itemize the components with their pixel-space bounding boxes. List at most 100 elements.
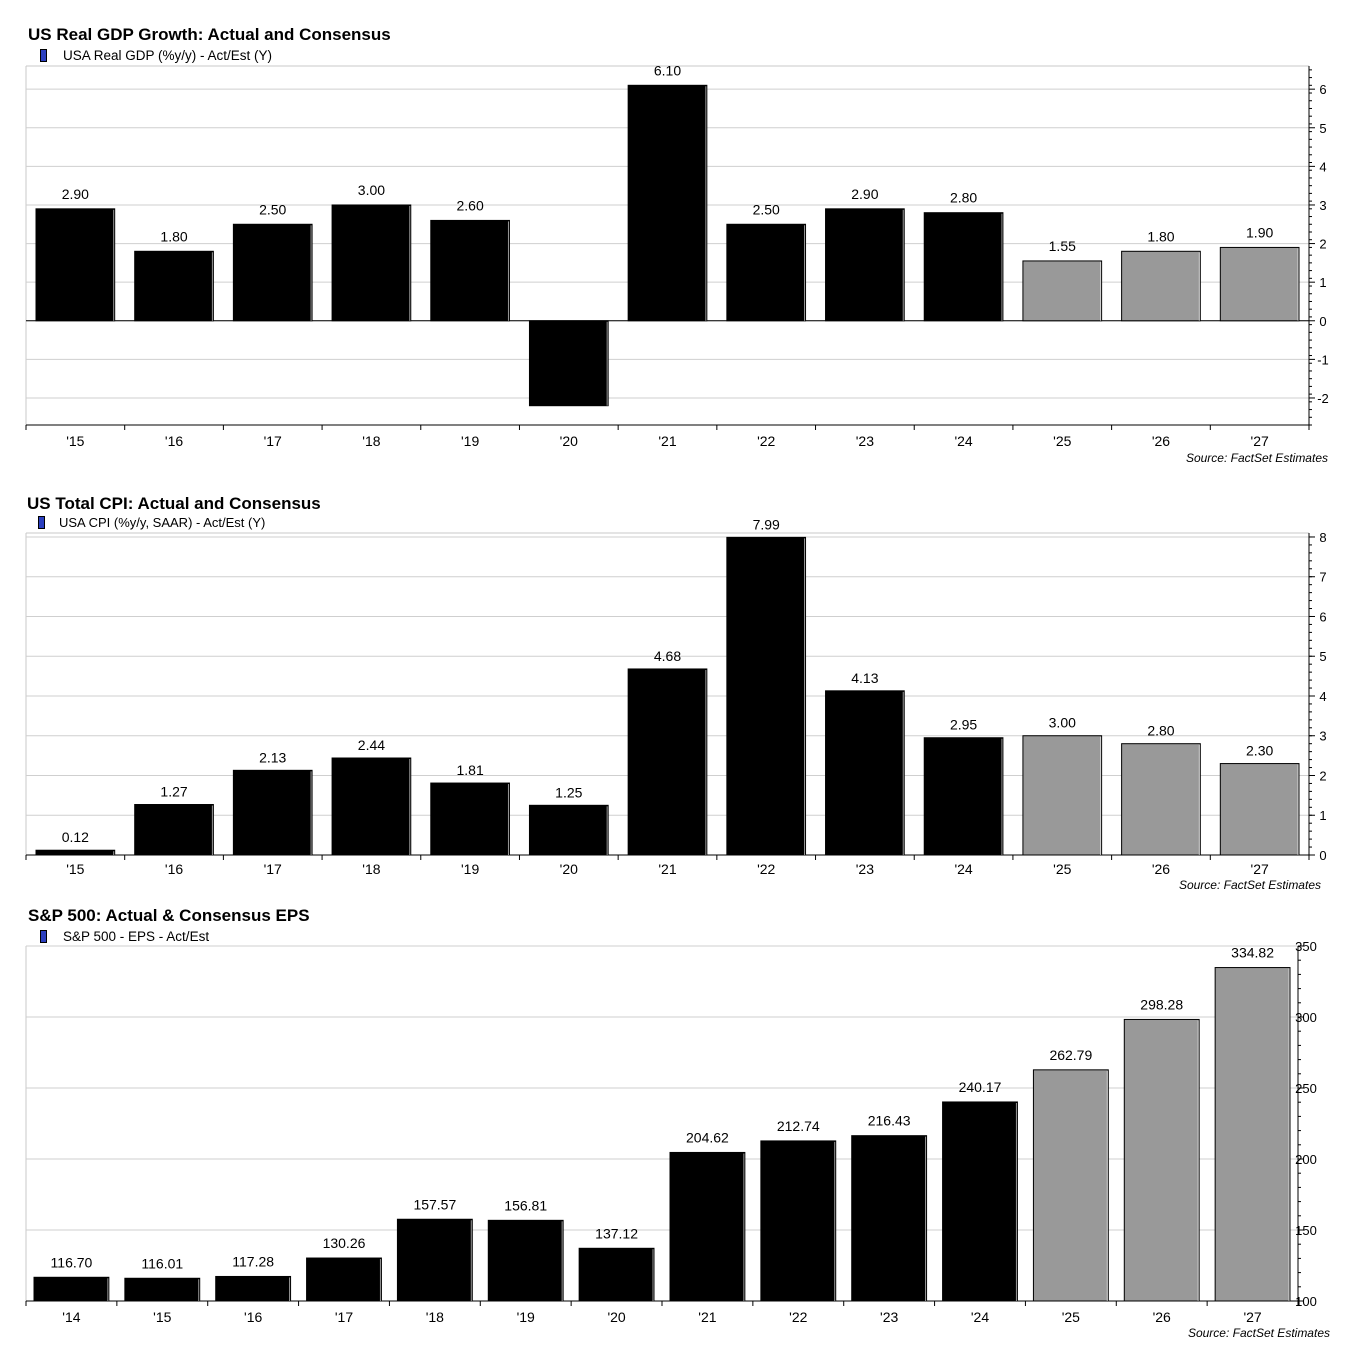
eps-x-tick-label: '23: [880, 1309, 898, 1325]
gdp-x-tick-label: '24: [954, 433, 972, 449]
eps-data-label: 156.81: [504, 1197, 547, 1213]
gdp-x-tick-label: '26: [1152, 433, 1170, 449]
gdp-bar: [923, 212, 1004, 322]
cpi-data-label: 3.00: [1049, 715, 1076, 731]
cpi-data-label: 1.81: [456, 762, 483, 778]
gdp-data-label: 1.80: [1147, 228, 1174, 244]
cpi-x-tick-label: '27: [1251, 861, 1269, 877]
eps-x-tick-label: '26: [1153, 1309, 1171, 1325]
eps-x-tick-label: '25: [1062, 1309, 1080, 1325]
eps-bar: [1032, 1069, 1109, 1302]
cpi-bar: [1219, 763, 1300, 856]
gdp-data-label: 2.60: [456, 197, 483, 213]
gdp-bar: [1219, 246, 1300, 322]
gdp-y-tick-label: 2: [1319, 237, 1326, 252]
cpi-bar: [232, 769, 313, 856]
cpi-bar: [825, 690, 905, 856]
cpi-legend-label: USA CPI (%y/y, SAAR) - Act/Est (Y): [59, 515, 266, 530]
eps-x-tick-label: '19: [517, 1309, 535, 1325]
cpi-data-label: 1.27: [160, 784, 187, 800]
eps-bar: [396, 1218, 473, 1302]
gdp-x-tick-label: '23: [856, 433, 874, 449]
eps-bar: [942, 1101, 1018, 1302]
gdp-data-label: 1.55: [1049, 238, 1076, 254]
gdp-bar: [134, 250, 214, 322]
eps-y-tick-label: 150: [1295, 1223, 1317, 1238]
eps-x-tick-label: '21: [698, 1309, 716, 1325]
eps-bar: [215, 1275, 292, 1302]
eps-x-tick-label: '20: [607, 1309, 625, 1325]
eps-data-label: 157.57: [413, 1196, 456, 1212]
cpi-bar: [331, 757, 412, 856]
cpi-data-label: 4.68: [654, 648, 681, 664]
eps-y-tick-label: 350: [1295, 939, 1317, 954]
eps-y-tick-label: 200: [1295, 1152, 1317, 1167]
gdp-y-tick-label: 1: [1319, 275, 1326, 290]
cpi-data-label: 2.95: [950, 717, 977, 733]
eps-y-tick-label: 250: [1295, 1081, 1317, 1096]
cpi-bar: [1022, 735, 1103, 856]
gdp-chart-title: US Real GDP Growth: Actual and Consensus: [28, 25, 391, 44]
cpi-x-tick-label: '18: [362, 861, 380, 877]
eps-data-label: 116.70: [51, 1254, 93, 1270]
gdp-x-tick-label: '27: [1251, 433, 1269, 449]
eps-legend-label: S&P 500 - EPS - Act/Est: [63, 929, 210, 944]
cpi-x-tick-label: '20: [560, 861, 578, 877]
gdp-x-tick-label: '15: [66, 433, 84, 449]
gdp-bar: [627, 84, 708, 322]
gdp-x-tick-label: '17: [264, 433, 282, 449]
cpi-x-tick-label: '19: [461, 861, 479, 877]
gdp-data-label: 1.90: [1246, 224, 1273, 240]
cpi-x-tick-label: '17: [264, 861, 282, 877]
gdp-source: Source: FactSet Estimates: [1185, 451, 1328, 465]
eps-source: Source: FactSet Estimates: [1187, 1326, 1330, 1340]
gdp-data-label: 2.90: [62, 186, 89, 202]
cpi-source: Source: FactSet Estimates: [1178, 878, 1321, 892]
cpi-x-tick-label: '15: [66, 861, 84, 877]
cpi-y-tick-label: 8: [1319, 530, 1326, 545]
gdp-bar: [528, 320, 609, 407]
eps-legend: S&P 500 - EPS - Act/Est: [40, 929, 209, 944]
cpi-bar: [726, 536, 807, 856]
gdp-x-tick-label: '25: [1053, 433, 1071, 449]
gdp-y-tick-label: 5: [1319, 121, 1326, 136]
cpi-y-tick-label: 0: [1319, 848, 1326, 863]
eps-bar: [487, 1219, 564, 1302]
gdp-data-label: 2.50: [259, 201, 286, 217]
cpi-data-label: 1.25: [555, 784, 582, 800]
gdp-x-tick-label: '22: [757, 433, 775, 449]
gdp-bar: [331, 204, 412, 322]
eps-data-label: 262.79: [1049, 1047, 1092, 1063]
cpi-data-label: 7.99: [753, 516, 780, 532]
eps-x-tick-label: '16: [244, 1309, 262, 1325]
cpi-bar: [528, 804, 609, 856]
gdp-bar: [825, 208, 905, 322]
cpi-data-label: 2.13: [259, 749, 286, 765]
gdp-data-label: 1.80: [160, 228, 187, 244]
eps-data-label: 204.62: [686, 1129, 729, 1145]
gdp-data-label: 2.50: [753, 201, 780, 217]
eps-bar: [578, 1247, 655, 1302]
gdp-y-tick-label: -1: [1317, 352, 1329, 367]
gdp-data-label: 2.80: [950, 190, 977, 206]
gdp-data-label: 2.90: [851, 186, 878, 202]
cpi-legend: USA CPI (%y/y, SAAR) - Act/Est (Y): [38, 515, 265, 530]
cpi-x-tick-label: '22: [757, 861, 775, 877]
cpi-legend-swatch-icon: [38, 516, 45, 529]
eps-x-tick-label: '22: [789, 1309, 807, 1325]
gdp-y-tick-label: 4: [1319, 159, 1326, 174]
cpi-y-tick-label: 5: [1319, 649, 1326, 664]
cpi-data-label: 0.12: [62, 829, 89, 845]
cpi-x-tick-label: '24: [954, 861, 972, 877]
gdp-legend-label: USA Real GDP (%y/y) - Act/Est (Y): [63, 48, 273, 63]
gdp-data-label: 6.10: [654, 62, 681, 78]
gdp-x-tick-label: '21: [658, 433, 676, 449]
eps-data-label: 117.28: [232, 1253, 274, 1269]
cpi-data-label: 2.80: [1147, 723, 1174, 739]
eps-bar: [760, 1140, 837, 1302]
gdp-bar: [1121, 250, 1201, 322]
gdp-y-tick-label: -2: [1317, 391, 1329, 406]
eps-data-label: 116.01: [141, 1255, 183, 1271]
eps-data-label: 334.82: [1231, 945, 1274, 961]
